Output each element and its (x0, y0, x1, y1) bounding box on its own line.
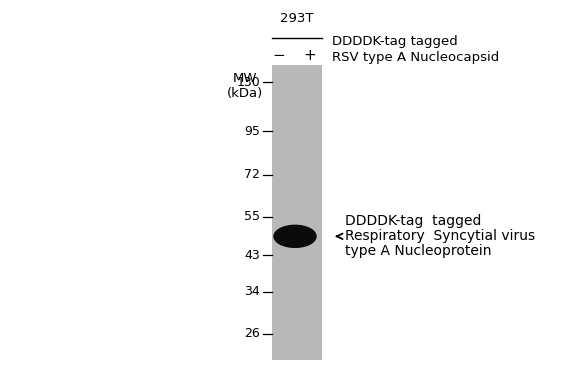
Ellipse shape (274, 225, 316, 247)
Text: 95: 95 (244, 125, 260, 138)
Text: type A Nucleoprotein: type A Nucleoprotein (345, 244, 492, 258)
Bar (272, 65, 322, 360)
Text: 34: 34 (244, 285, 260, 298)
Text: MW: MW (233, 71, 257, 85)
Text: 43: 43 (244, 249, 260, 262)
Text: 293T: 293T (281, 11, 314, 25)
Text: DDDDK-tag  tagged: DDDDK-tag tagged (345, 214, 481, 228)
Text: (kDa): (kDa) (227, 87, 263, 99)
Text: +: + (304, 48, 317, 62)
Text: −: − (272, 48, 285, 62)
Text: 130: 130 (236, 76, 260, 88)
Text: 26: 26 (244, 327, 260, 340)
Text: Respiratory  Syncytial virus: Respiratory Syncytial virus (345, 229, 535, 243)
Text: 72: 72 (244, 168, 260, 181)
Text: RSV type A Nucleocapsid: RSV type A Nucleocapsid (332, 51, 499, 65)
Text: DDDDK-tag tagged: DDDDK-tag tagged (332, 36, 458, 48)
Text: 55: 55 (244, 210, 260, 223)
